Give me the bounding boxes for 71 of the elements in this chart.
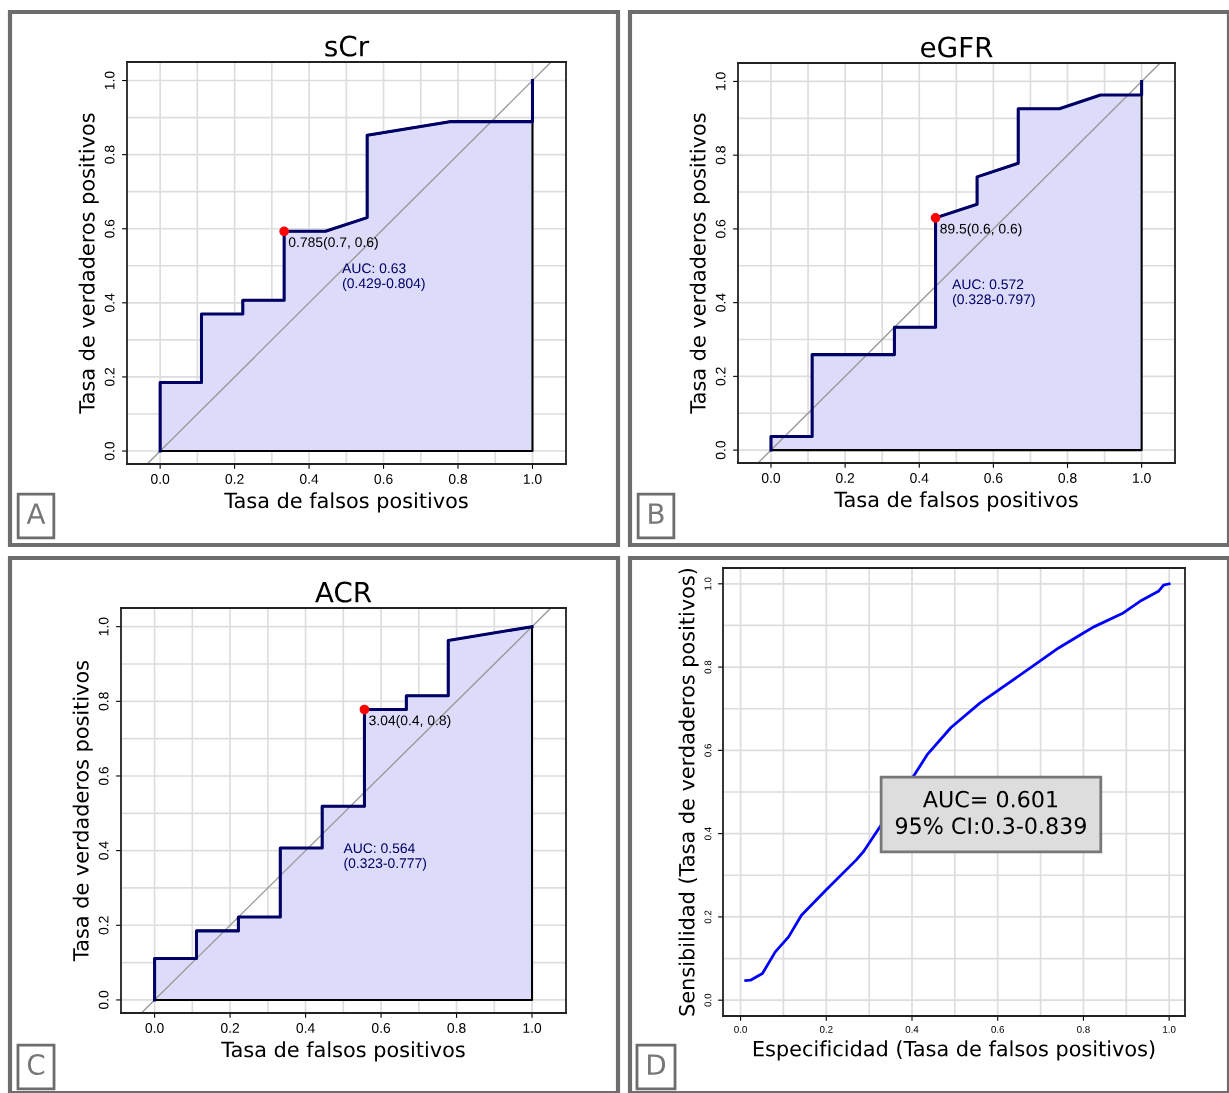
y-axis-title: Tasa de verdaderos positivos xyxy=(689,113,710,414)
y-tick-label: 0.8 xyxy=(715,146,726,165)
x-tick-label: 0.4 xyxy=(296,1023,315,1033)
y-tick-label: 0.8 xyxy=(98,692,109,711)
x-tick-label: 0.6 xyxy=(991,1025,1005,1033)
x-axis-title: Especificidad (Tasa de falsos positivos) xyxy=(753,1040,1155,1061)
y-tick-label: 0.6 xyxy=(704,744,712,757)
chart-title: sCr xyxy=(325,35,370,57)
x-axis-title: Tasa de falsos positivos xyxy=(221,1041,465,1062)
x-tick-label: 1.0 xyxy=(1133,473,1151,483)
x-tick-label: 0.0 xyxy=(734,1025,747,1033)
text: B xyxy=(649,503,664,524)
y-tick-label: 0.4 xyxy=(104,293,115,312)
y-tick-label: 0.8 xyxy=(104,145,115,164)
y-tick-label: 0.6 xyxy=(98,766,109,786)
y-tick-label: 0.2 xyxy=(704,910,712,924)
x-tick-label: 0.0 xyxy=(145,1023,164,1033)
annotation: AUC: 0.572 (0.328-0.797) xyxy=(952,279,1035,307)
x-tick-label: 0.8 xyxy=(448,474,468,484)
annotation: 0.785(0.7, 0.6) xyxy=(288,236,378,250)
y-tick-label: 0.0 xyxy=(104,441,115,461)
y-tick-label: 0.4 xyxy=(704,827,712,841)
y-tick-label: 0.2 xyxy=(98,916,109,935)
x-tick-label: 0.2 xyxy=(220,1023,240,1033)
y-tick-label: 0.2 xyxy=(715,367,726,386)
annotation: AUC= 0.601 95% CI:0.3-0.839 xyxy=(895,790,1086,835)
x-tick-label: 0.4 xyxy=(910,473,929,483)
x-tick-label: 0.8 xyxy=(447,1023,466,1033)
y-tick-label: 1.0 xyxy=(98,617,109,636)
x-tick-label: 0.2 xyxy=(819,1025,833,1033)
x-tick-label: 0.8 xyxy=(1058,473,1077,483)
y-tick-label: 0.6 xyxy=(715,219,726,239)
annotation: 89.5(0.6, 0.6) xyxy=(940,223,1022,237)
y-axis-title: Tasa de verdaderos positivos xyxy=(72,660,93,962)
x-tick-label: 0.0 xyxy=(151,474,170,484)
text: C xyxy=(27,1054,45,1076)
y-axis-title: Tasa de verdaderos positivos xyxy=(78,113,99,414)
y-tick-label: 0.0 xyxy=(704,993,712,1007)
chart-title: eGFR xyxy=(921,36,993,58)
y-tick-label: 1.0 xyxy=(704,577,712,590)
x-tick-label: 1.0 xyxy=(1163,1025,1176,1033)
x-tick-label: 1.0 xyxy=(523,1023,542,1033)
x-tick-label: 0.0 xyxy=(761,473,781,483)
annotation: AUC: 0.63 (0.429-0.804) xyxy=(342,263,425,291)
y-tick-label: 0.2 xyxy=(104,367,115,387)
x-axis-title: Tasa de falsos positivos xyxy=(834,491,1078,512)
x-tick-label: 0.4 xyxy=(905,1025,919,1033)
x-axis-title: Tasa de falsos positivos xyxy=(224,492,468,513)
line-series xyxy=(744,582,1171,982)
x-tick-label: 1.0 xyxy=(523,474,542,484)
annotation: AUC: 0.564 (0.323-0.777) xyxy=(343,843,427,871)
y-tick-label: 0.0 xyxy=(715,440,726,460)
y-tick-label: 0.4 xyxy=(98,841,109,860)
y-tick-label: 0.6 xyxy=(104,219,115,238)
text: D xyxy=(648,1054,666,1075)
y-tick-label: 1.0 xyxy=(104,71,115,90)
y-tick-label: 1.0 xyxy=(715,72,726,91)
y-tick-label: 0.4 xyxy=(715,293,726,312)
x-tick-label: 0.4 xyxy=(299,474,319,484)
chart-title: ACR xyxy=(315,581,372,603)
x-tick-label: 0.2 xyxy=(225,474,244,484)
y-tick-label: 0.0 xyxy=(98,990,109,1010)
x-tick-label: 0.6 xyxy=(374,474,393,484)
annotation: 3.04(0.4, 0.8) xyxy=(369,715,451,729)
y-axis-title: Sensibilidad (Tasa de verdaderos positivos) xyxy=(678,568,699,1016)
x-tick-label: 0.6 xyxy=(984,473,1003,483)
y-tick-label: 0.8 xyxy=(704,660,712,674)
x-tick-label: 0.8 xyxy=(1077,1025,1090,1033)
x-tick-label: 0.6 xyxy=(371,1023,391,1033)
x-tick-label: 0.2 xyxy=(836,473,855,483)
text: A xyxy=(26,503,46,524)
